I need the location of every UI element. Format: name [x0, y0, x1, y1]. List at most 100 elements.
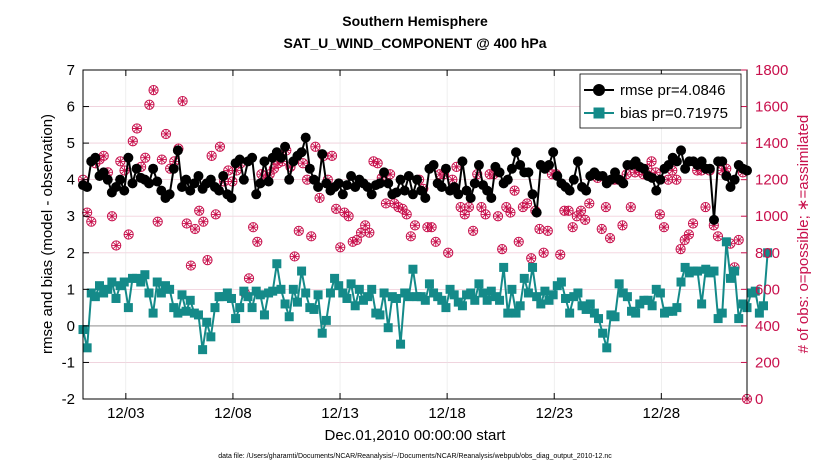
obs-marker — [181, 218, 192, 229]
bias-point — [758, 301, 768, 311]
bias-point — [330, 273, 340, 283]
obs-possible-marker — [492, 211, 504, 222]
bias-point — [544, 295, 554, 305]
obs-assimilated-marker — [672, 175, 681, 184]
obs-assimilated-marker — [597, 224, 606, 234]
obs-marker — [326, 150, 338, 162]
obs-assimilated-marker — [668, 166, 677, 175]
obs-marker — [443, 247, 454, 258]
bias-point — [466, 288, 476, 298]
rmse-point — [440, 163, 451, 174]
obs-assimilated-marker — [535, 224, 544, 234]
obs-marker — [252, 236, 263, 247]
obs-assimilated-marker — [149, 85, 158, 95]
rmse-point — [172, 145, 183, 156]
obs-marker — [733, 234, 744, 246]
obs-assimilated-marker — [302, 175, 312, 184]
obs-marker — [156, 154, 167, 165]
rmse-point — [259, 156, 270, 167]
obs-assimilated-marker — [576, 206, 586, 215]
rmse-point — [564, 185, 575, 196]
obs-assimilated-marker — [514, 237, 523, 247]
bias-point — [482, 295, 492, 305]
obs-assimilated-marker — [651, 168, 660, 177]
bias-point — [156, 288, 166, 298]
obs-assimilated-marker — [406, 232, 416, 241]
obs-assimilated-marker — [502, 202, 511, 212]
obs-marker — [430, 236, 441, 247]
bias-point — [631, 308, 641, 318]
obs-possible-marker — [468, 225, 479, 236]
bias-point — [363, 292, 373, 302]
bias-point — [202, 317, 212, 327]
rmse-point — [366, 189, 377, 200]
bias-point — [107, 277, 117, 287]
legend-rmse-marker — [593, 84, 605, 96]
rmse-point — [725, 181, 736, 192]
obs-possible-marker — [144, 99, 155, 110]
obs-marker — [563, 205, 574, 216]
bias-point — [598, 328, 608, 338]
obs-possible-marker — [111, 240, 122, 251]
bias-point — [288, 284, 298, 294]
bias-point — [420, 295, 430, 305]
bias-point — [198, 345, 208, 355]
obs-possible-marker — [526, 253, 537, 264]
bias-point — [647, 301, 657, 311]
obs-marker — [160, 128, 172, 140]
obs-assimilated-marker — [543, 226, 552, 236]
obs-assimilated-marker — [497, 244, 507, 254]
rmse-point — [676, 145, 687, 156]
obs-possible-marker — [335, 242, 346, 253]
obs-assimilated-marker — [402, 210, 411, 219]
obs-assimilated-marker — [178, 96, 187, 106]
bias-point — [235, 303, 245, 313]
bias-point — [404, 292, 414, 302]
obs-assimilated-marker — [253, 237, 262, 247]
bias-point — [515, 301, 525, 311]
bias-point — [437, 295, 447, 305]
obs-assimilated-marker — [315, 193, 324, 203]
obs-marker — [646, 156, 657, 167]
obs-assimilated-marker — [99, 151, 108, 161]
y-tick-label-left: 0 — [67, 318, 75, 335]
rmse-point — [436, 181, 447, 192]
obs-possible-marker — [600, 201, 612, 213]
y-tick-label-left: 6 — [67, 99, 75, 116]
obs-possible-marker — [194, 205, 205, 216]
obs-marker — [86, 216, 97, 227]
obs-assimilated-marker — [655, 210, 665, 219]
rmse-point — [461, 185, 472, 196]
bias-point — [111, 293, 121, 303]
bias-point — [610, 312, 620, 322]
bias-point — [556, 277, 566, 287]
obs-possible-marker — [509, 185, 520, 196]
obs-marker — [671, 174, 682, 185]
bias-point — [672, 303, 682, 313]
obs-assimilated-marker — [481, 210, 490, 219]
bias-point — [486, 286, 496, 296]
obs-marker — [526, 253, 537, 264]
rmse-point — [412, 174, 423, 185]
obs-assimilated-marker — [132, 124, 142, 133]
obs-assimilated-marker — [464, 202, 474, 212]
obs-marker — [625, 201, 636, 213]
bias-point — [206, 332, 216, 342]
obs-assimilated-marker — [124, 230, 133, 239]
obs-assimilated-marker — [385, 169, 395, 179]
obs-marker — [206, 150, 217, 162]
obs-possible-marker — [306, 231, 317, 242]
rmse-point — [473, 160, 484, 171]
y-tick-label-right: 0 — [755, 391, 763, 408]
y-tick-label-right: 400 — [755, 318, 780, 335]
obs-marker — [131, 123, 143, 134]
bias-point — [548, 290, 558, 300]
obs-assimilated-marker — [157, 155, 167, 164]
obs-assimilated-marker — [580, 215, 590, 225]
obs-assimilated-marker — [539, 248, 548, 257]
bias-point — [140, 270, 150, 280]
obs-marker — [111, 240, 122, 251]
obs-assimilated-marker — [663, 175, 673, 184]
bias-point — [342, 293, 352, 303]
obs-marker — [700, 201, 711, 213]
